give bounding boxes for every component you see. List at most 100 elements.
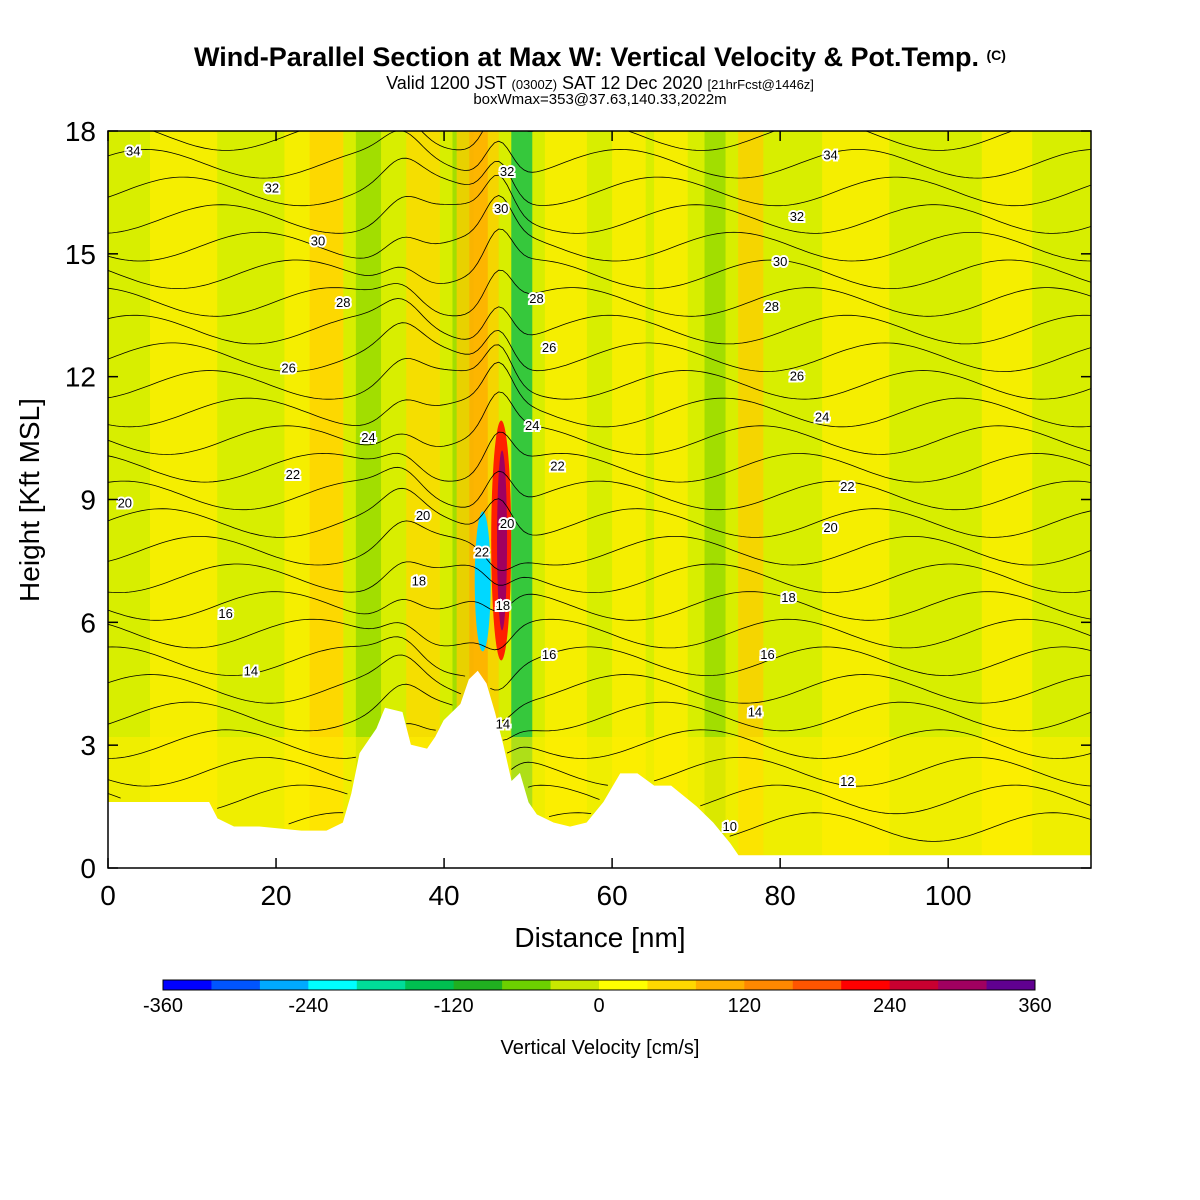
y-tick-label: 12 [65,362,96,393]
terrain-profile [108,670,1091,868]
theta-contour [108,228,1091,289]
theta-contour [108,131,1091,179]
theta-contour [108,361,1091,428]
theta-contour-label: 22 [475,545,489,560]
x-tick-label: 80 [765,880,796,911]
theta-contour [108,723,1091,759]
theta-contour-label: 32 [790,209,804,224]
colorbar-tick-label: -120 [434,995,474,1017]
colorbar-swatch [211,980,261,990]
theta-contour-label: 26 [542,340,556,355]
theta-contour [108,654,1091,722]
valid-time-subtitle: Valid 1200 JST (0300Z) SAT 12 Dec 2020 [… [386,73,814,93]
theta-contour [108,466,1091,511]
theta-contour-label: 30 [773,254,787,269]
theta-contour-label: 18 [781,590,795,605]
colorbar-swatch [986,980,1036,990]
colorbar-swatch [938,980,988,990]
theta-contour-label: 28 [529,291,543,306]
theta-contour [108,784,1091,815]
y-tick-label: 6 [80,607,96,638]
theta-contour-label: 12 [840,774,854,789]
theta-contour-label: 24 [361,430,375,445]
theta-contour-label: 14 [748,704,762,719]
theta-contour [108,298,1091,345]
colorbar-swatch [550,980,600,990]
x-tick-label: 60 [597,880,628,911]
theta-contour-label: 24 [815,410,829,425]
theta-contour [151,131,1014,151]
theta-contour [108,561,1091,593]
theta-contour [108,157,1091,207]
colorbar-tick-label: -360 [143,995,183,1017]
theta-contour [108,174,1091,234]
theta-contour-label: 20 [416,508,430,523]
y-tick-label: 9 [80,485,96,516]
theta-contour [108,618,1091,651]
colorbar-label: Vertical Velocity [cm/s] [500,1037,700,1059]
theta-contour-label: 34 [126,143,140,158]
colorbar-swatch [792,980,842,990]
theta-contour-label: 16 [542,647,556,662]
y-tick-label: 18 [65,116,96,147]
w-band [704,131,726,868]
theta-contour-label: 32 [500,164,514,179]
theta-contour-label: 26 [281,360,295,375]
axis-ticks: 0 3 6 9 12 15 18 0 20 40 60 80 100 [65,116,1091,911]
theta-contour-label: 22 [286,467,300,482]
colorbar-swatch [453,980,503,990]
theta-contour [108,269,1091,317]
theta-contour-label: 20 [118,496,132,511]
theta-contour [163,119,928,123]
colorbar-swatch [502,980,552,990]
colorbar-swatch [695,980,745,990]
colorbar-tick-label: 240 [873,995,906,1017]
theta-contour-label: 16 [760,647,774,662]
theta-contour-label: 28 [336,295,350,310]
theta-contour-labels: 34 32 30 28 26 24 22 20 20 18 16 14 32 30 28 26 24 22 22 20… [116,141,857,836]
colorbar-tick-label: 0 [593,995,604,1017]
theta-contour-label: 14 [496,717,510,732]
theta-contour [288,812,1091,842]
box-max-subtitle: boxWmax=353@37.63,140.33,2022m [473,91,727,108]
theta-contour-label: 26 [790,369,804,384]
theta-contour-label: 28 [765,299,779,314]
theta-contour-label: 18 [412,573,426,588]
theta-contour [108,636,1091,691]
colorbar-swatch [889,980,939,990]
y-axis-label: Height [Kft MSL] [14,398,45,602]
x-tick-label: 20 [260,880,291,911]
theta-contour-label: 20 [500,516,514,531]
theta-contours [108,119,1091,842]
theta-contour [108,683,1091,741]
colorbar-tick-label: 360 [1018,995,1051,1017]
theta-contour-label: 16 [218,606,232,621]
theta-contour-label: 24 [525,418,539,433]
colorbar-swatch [744,980,794,990]
x-axis-label: Distance [nm] [514,922,686,953]
colorbar: -360 -240 -120 0 120 240 360 [143,979,1052,1017]
colorbar-swatch [647,980,697,990]
colorbar-swatch [163,980,212,990]
w-band [511,131,533,868]
colorbar-swatch [841,980,891,990]
theta-contour-label: 30 [494,201,508,216]
theta-contour-label: 14 [244,663,258,678]
w-core-down [474,511,491,652]
x-tick-label: 40 [428,880,459,911]
theta-contour-label: 10 [722,819,736,834]
colorbar-swatch [356,980,406,990]
y-tick-label: 15 [65,239,96,270]
colorbar-tick-label: 120 [728,995,761,1017]
theta-contour [108,520,1091,572]
theta-contour [108,195,1091,262]
theta-contour-label: 22 [840,479,854,494]
theta-contour-label: 18 [496,598,510,613]
colorbar-frame [162,979,1036,991]
y-tick-label: 0 [80,853,96,884]
theta-contour [108,322,1091,372]
theta-contour [108,344,1091,400]
theta-contour-label: 34 [823,148,837,163]
colorbar-swatch [599,980,648,990]
theta-contour [108,391,1091,455]
